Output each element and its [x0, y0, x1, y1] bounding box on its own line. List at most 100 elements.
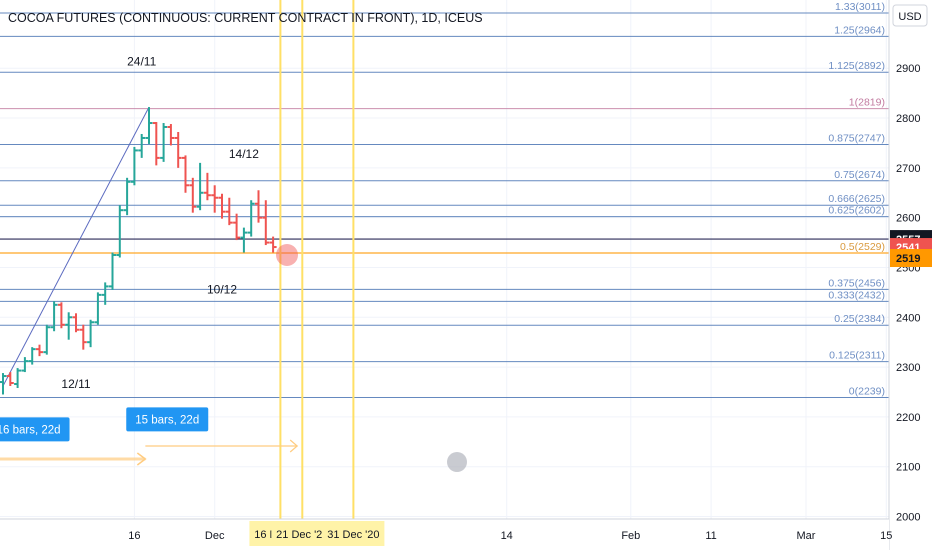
ohlc-bar — [6, 372, 14, 387]
fib-level-label: 0.666(2625) — [828, 193, 885, 205]
price-tag: 2519 — [890, 249, 932, 268]
ohlc-bar — [145, 107, 153, 144]
price-tick-label: 2100 — [896, 462, 920, 474]
date-tag-bg — [322, 521, 385, 546]
price-axis-bg[interactable] — [889, 0, 932, 550]
ohlc-bar — [203, 172, 211, 201]
fib-level-label: 1(2819) — [849, 97, 885, 109]
ohlc-bar — [109, 252, 116, 290]
date-tag: 31 Dec '20 — [322, 521, 385, 546]
ohlc-bar — [189, 177, 197, 213]
fib-level-label: 0(2239) — [849, 385, 885, 397]
time-axis-ticks: 16 Dec 14 Feb 11 Mar 15 — [128, 530, 892, 542]
fib-level-label: 0.375(2456) — [828, 277, 885, 289]
fib-level-label: 0.25(2384) — [834, 313, 885, 325]
ohlc-bar — [240, 227, 248, 253]
last-price-marker — [276, 244, 298, 266]
ohlc-bar — [43, 324, 51, 355]
price-tick-label: 2200 — [896, 412, 920, 424]
ohlc-bar — [233, 213, 241, 241]
annotation-label: 10/12 — [207, 282, 237, 296]
ohlc-bar — [28, 347, 36, 365]
ohlc-bar — [14, 368, 22, 389]
ohlc-bar — [123, 177, 131, 216]
ohlc-bar — [262, 200, 270, 246]
annotation-label: 24/11 — [127, 55, 156, 69]
ohlc-bar — [174, 131, 182, 168]
ohlc-bars — [0, 107, 277, 395]
measure-arrow-head — [136, 452, 147, 466]
time-tick-label: Feb — [621, 530, 640, 542]
ohlc-bar — [0, 373, 7, 395]
ohlc-bar — [116, 205, 124, 258]
ohlc-bar — [152, 122, 160, 166]
ohlc-bar — [167, 124, 175, 146]
price-tag-label: 2519 — [896, 253, 920, 265]
price-tick-label: 2400 — [896, 312, 920, 324]
bar-count-text: 15 bars, 22d — [135, 414, 199, 426]
bar-count-labels: 16 bars, 22d 15 bars, 22d — [0, 407, 209, 442]
ohlc-bar — [211, 185, 219, 213]
time-tick-label: 15 — [880, 530, 892, 542]
price-tick-label: 2700 — [896, 163, 920, 175]
date-tag-label: 21 Dec '20 — [276, 529, 328, 541]
ohlc-bar — [182, 155, 189, 193]
grid — [0, 0, 889, 519]
ohlc-bar — [255, 190, 262, 223]
ohlc-bar — [130, 146, 138, 186]
price-tick-label: 2800 — [896, 113, 920, 125]
price-tick-label: 2300 — [896, 362, 920, 374]
fib-level-label: 0.333(2432) — [828, 289, 885, 301]
price-tag-bg — [890, 249, 932, 268]
vertical-date-lines[interactable] — [279, 0, 355, 519]
fib-level-label: 0.5(2529) — [840, 241, 885, 253]
ohlc-bar — [72, 313, 80, 333]
ohlc-bar — [57, 302, 65, 329]
cursor-marker — [447, 452, 467, 472]
fib-level-label: 0.875(2747) — [828, 132, 885, 144]
price-tick-label: 2000 — [896, 512, 920, 524]
ohlc-bar — [87, 319, 95, 348]
ohlc-bar — [65, 312, 73, 340]
time-tick-label: Mar — [797, 530, 816, 542]
ohlc-bar — [218, 193, 226, 219]
bar-count-box — [126, 407, 209, 432]
ohlc-bar — [21, 357, 29, 373]
ohlc-bar — [225, 197, 233, 226]
fib-level-label: 0.75(2674) — [834, 169, 885, 181]
bar-count-box — [0, 417, 70, 442]
fib-level-label: 1.125(2892) — [828, 60, 885, 72]
price-tick-label: 2900 — [896, 63, 920, 75]
annotation-label: 14/12 — [229, 147, 259, 161]
chart-title: COCOA FUTURES (CONTINUOUS: CURRENT CONTR… — [8, 11, 483, 25]
fib-level-label: 1.25(2964) — [834, 24, 885, 36]
time-tick-label: 11 — [705, 530, 716, 542]
ohlc-bar — [79, 324, 87, 350]
ohlc-bar — [160, 123, 168, 162]
ohlc-bar — [101, 282, 109, 305]
price-tags: 255725412519 — [890, 230, 932, 268]
ohlc-bar — [138, 133, 146, 158]
ohlc-bar — [36, 344, 43, 357]
trend-line[interactable] — [2, 106, 150, 387]
price-lines — [0, 238, 889, 254]
ohlc-bar — [247, 200, 255, 237]
time-tick-label: Dec — [205, 530, 225, 542]
price-tick-label: 2600 — [896, 213, 920, 225]
currency-button-label: USD — [898, 11, 921, 23]
date-tag-label: 31 Dec '20 — [327, 529, 379, 541]
time-tick-label: 16 — [128, 530, 140, 542]
fib-level-label: 0.625(2602) — [828, 205, 885, 217]
currency-button[interactable]: USD — [892, 4, 928, 27]
time-axis-bg[interactable] — [0, 519, 889, 550]
ohlc-bar — [196, 162, 204, 211]
fib-level-label: 1.33(3011) — [835, 1, 885, 13]
ohlc-bar — [50, 301, 58, 332]
ohlc-bar — [269, 236, 277, 253]
fib-level-label: 0.125(2311) — [829, 350, 885, 362]
time-tick-label: 14 — [501, 530, 513, 542]
